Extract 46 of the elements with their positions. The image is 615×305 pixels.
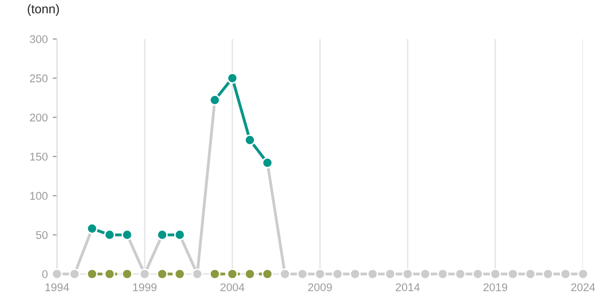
y-tick-label: 50 xyxy=(36,231,48,239)
point xyxy=(226,268,238,280)
point xyxy=(279,268,290,280)
point xyxy=(332,268,344,280)
point xyxy=(68,268,80,280)
point xyxy=(174,268,186,280)
point xyxy=(507,268,518,280)
x-tick-label: 2024 xyxy=(571,283,596,292)
point xyxy=(524,268,536,280)
point xyxy=(350,268,361,280)
point xyxy=(420,268,431,280)
x-tick-label: 1994 xyxy=(45,283,70,292)
point xyxy=(139,268,150,280)
point xyxy=(209,268,220,280)
point xyxy=(437,268,448,280)
point xyxy=(367,268,378,280)
x-tick-label: 2009 xyxy=(308,283,332,292)
point xyxy=(86,268,98,280)
y-tick-label: 300 xyxy=(30,35,48,44)
point xyxy=(51,268,63,280)
point xyxy=(296,268,308,280)
x-tick-label: 1999 xyxy=(133,283,156,292)
point xyxy=(577,268,589,280)
y-tick-label: 100 xyxy=(30,192,48,200)
point xyxy=(314,268,326,280)
point xyxy=(192,268,203,280)
x-tick-label: 2019 xyxy=(484,283,508,292)
point xyxy=(490,268,501,280)
point xyxy=(384,268,396,280)
y-axis-title: (tonn) xyxy=(28,4,59,16)
y-tick-label: 200 xyxy=(30,114,48,122)
x-tick-label: 2014 xyxy=(396,283,420,292)
point xyxy=(104,268,116,280)
point xyxy=(402,268,414,280)
y-tick-label: 0 xyxy=(42,270,48,278)
y-tick-label: 250 xyxy=(30,74,48,82)
point xyxy=(122,268,133,280)
point xyxy=(156,268,168,280)
point xyxy=(262,268,273,280)
point xyxy=(542,268,554,280)
y-tick-label: 150 xyxy=(30,152,48,161)
point xyxy=(244,268,256,280)
point xyxy=(454,268,466,280)
point xyxy=(472,268,484,280)
x-tick-label: 2004 xyxy=(220,283,244,292)
point xyxy=(560,268,572,280)
